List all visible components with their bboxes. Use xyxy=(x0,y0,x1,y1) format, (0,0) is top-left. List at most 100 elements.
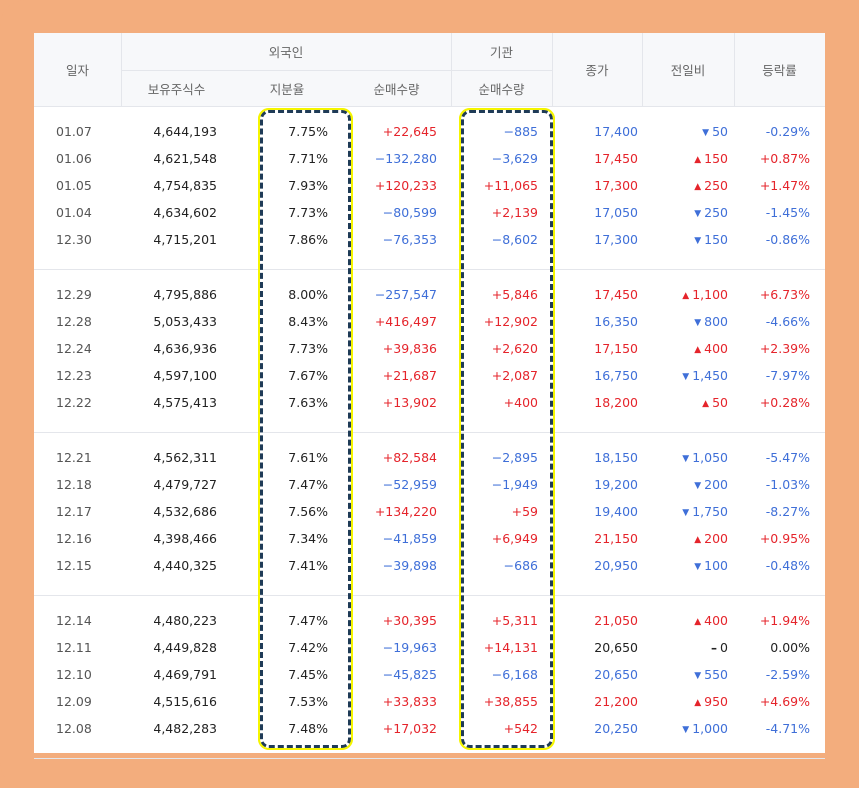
triangle-down-icon: ▼ xyxy=(682,454,690,464)
share-cell: 7.67% xyxy=(288,368,328,383)
triangle-down-icon: ▼ xyxy=(694,481,702,491)
table-row: 12.18 4,479,727 7.47% −52,959 −1,949 19,200 ▼ 2… xyxy=(34,471,825,498)
holdings-cell: 4,532,686 xyxy=(153,504,217,519)
foreign-institution-trading-table: 일자 외국인 기관 보유주식수 지분율 순매수량 순매수량 종가 전일비 등락률… xyxy=(34,33,825,759)
header-institution: 기관 xyxy=(489,45,513,60)
diff-value: 550 xyxy=(704,667,728,682)
table-row: 12.08 4,482,283 7.48% +17,032 +542 20,250 ▼ 1,0… xyxy=(34,715,825,742)
diff-value: 400 xyxy=(704,613,728,628)
share-cell: 7.47% xyxy=(288,613,328,628)
holdings-cell: 4,715,201 xyxy=(153,232,217,247)
triangle-up-icon: ▲ xyxy=(682,291,690,301)
diff-value: 200 xyxy=(704,477,728,492)
table-row: 12.09 4,515,616 7.53% +33,833 +38,855 21,200 ▲… xyxy=(34,688,825,715)
institution-net-cell: +542 xyxy=(503,721,538,736)
close-price-cell: 21,200 xyxy=(594,694,638,709)
table-row: 12.23 4,597,100 7.67% +21,687 +2,087 16,750 ▼ 1… xyxy=(34,362,825,389)
table-row: 01.04 4,634,602 7.73% −80,599 +2,139 17,050 ▼ 2… xyxy=(34,199,825,226)
triangle-down-icon: ▼ xyxy=(694,318,702,328)
diff-cell: ▲ 400 xyxy=(694,335,728,362)
date-cell: 12.17 xyxy=(56,504,92,519)
diff-value: 400 xyxy=(704,341,728,356)
institution-net-cell: −2,895 xyxy=(491,450,538,465)
diff-cell: ▼ 1,000 xyxy=(682,715,728,742)
diff-cell: ▲ 150 xyxy=(694,145,728,172)
holdings-cell: 4,634,602 xyxy=(153,205,217,220)
diff-cell: ▲ 400 xyxy=(694,607,728,634)
institution-net-cell: +14,131 xyxy=(483,640,538,655)
share-cell: 7.61% xyxy=(288,450,328,465)
close-price-cell: 18,150 xyxy=(594,450,638,465)
close-price-cell: 17,050 xyxy=(594,205,638,220)
date-cell: 12.28 xyxy=(56,314,92,329)
table-row: 01.06 4,621,548 7.71% −132,280 −3,629 17,450 ▲… xyxy=(34,145,825,172)
table-row: 12.14 4,480,223 7.47% +30,395 +5,311 21,050 ▲ 4… xyxy=(34,607,825,634)
triangle-down-icon: ▼ xyxy=(694,562,702,572)
holdings-cell: 4,795,886 xyxy=(153,287,217,302)
rate-cell: 0.00% xyxy=(770,640,810,655)
foreign-net-cell: +39,836 xyxy=(382,341,437,356)
foreign-net-cell: +120,233 xyxy=(374,178,437,193)
foreign-net-cell: +33,833 xyxy=(382,694,437,709)
date-cell: 12.08 xyxy=(56,721,92,736)
institution-net-cell: −8,602 xyxy=(491,232,538,247)
share-cell: 7.42% xyxy=(288,640,328,655)
rate-cell: -4.71% xyxy=(765,721,810,736)
diff-value: 1,750 xyxy=(692,504,728,519)
close-price-cell: 17,450 xyxy=(594,287,638,302)
foreign-net-cell: −41,859 xyxy=(382,531,437,546)
date-cell: 12.15 xyxy=(56,558,92,573)
share-cell: 7.41% xyxy=(288,558,328,573)
date-cell: 12.29 xyxy=(56,287,92,302)
table-row: 12.17 4,532,686 7.56% +134,220 +59 19,400 ▼ 1,7… xyxy=(34,498,825,525)
institution-net-cell: +38,855 xyxy=(483,694,538,709)
institution-net-cell: +2,087 xyxy=(491,368,538,383)
date-cell: 01.07 xyxy=(56,124,92,139)
rate-cell: +1.47% xyxy=(759,178,810,193)
rate-cell: -2.59% xyxy=(765,667,810,682)
row-group: 01.07 4,644,193 7.75% +22,645 −885 17,400 ▼ 50-… xyxy=(34,106,825,270)
triangle-down-icon: ▼ xyxy=(682,372,690,382)
holdings-cell: 4,469,791 xyxy=(153,667,217,682)
diff-value: 1,000 xyxy=(692,721,728,736)
share-cell: 7.73% xyxy=(288,205,328,220)
table-row: 12.16 4,398,466 7.34% −41,859 +6,949 21,150 ▲ 2… xyxy=(34,525,825,552)
date-cell: 01.06 xyxy=(56,151,92,166)
holdings-cell: 4,636,936 xyxy=(153,341,217,356)
date-cell: 12.21 xyxy=(56,450,92,465)
share-cell: 7.48% xyxy=(288,721,328,736)
diff-value: 100 xyxy=(704,558,728,573)
header-holdings: 보유주식수 xyxy=(147,81,206,97)
close-price-cell: 20,650 xyxy=(594,640,638,655)
rate-cell: +0.28% xyxy=(759,395,810,410)
date-cell: 12.11 xyxy=(56,640,92,655)
triangle-down-icon: ▼ xyxy=(694,236,702,246)
triangle-down-icon: ▼ xyxy=(682,508,690,518)
share-cell: 7.86% xyxy=(288,232,328,247)
holdings-cell: 4,597,100 xyxy=(153,368,217,383)
close-price-cell: 17,300 xyxy=(594,178,638,193)
foreign-net-cell: +30,395 xyxy=(382,613,437,628)
row-group: 12.21 4,562,311 7.61% +82,584 −2,895 18,150 ▼ 1… xyxy=(34,432,825,596)
diff-cell: ▲ 950 xyxy=(694,688,728,715)
rate-cell: -4.66% xyxy=(765,314,810,329)
diff-value: 150 xyxy=(704,151,728,166)
holdings-cell: 4,398,466 xyxy=(153,531,217,546)
close-price-cell: 19,200 xyxy=(594,477,638,492)
rate-cell: +2.39% xyxy=(759,341,810,356)
close-price-cell: 17,450 xyxy=(594,151,638,166)
diff-cell: ▼ 250 xyxy=(694,199,728,226)
diff-value: 0 xyxy=(720,640,728,655)
rate-cell: -0.48% xyxy=(765,558,810,573)
diff-cell: ▼ 800 xyxy=(694,308,728,335)
rate-cell: -1.03% xyxy=(765,477,810,492)
table-row: 12.24 4,636,936 7.73% +39,836 +2,620 17,150 ▲ 4… xyxy=(34,335,825,362)
close-price-cell: 21,150 xyxy=(594,531,638,546)
header-divider xyxy=(734,33,735,106)
institution-net-cell: −686 xyxy=(503,558,538,573)
header-foreign-net: 순매수량 xyxy=(373,81,420,97)
share-cell: 7.53% xyxy=(288,694,328,709)
foreign-net-cell: +13,902 xyxy=(382,395,437,410)
foreign-net-cell: +21,687 xyxy=(382,368,437,383)
diff-cell: ▼ 1,750 xyxy=(682,498,728,525)
